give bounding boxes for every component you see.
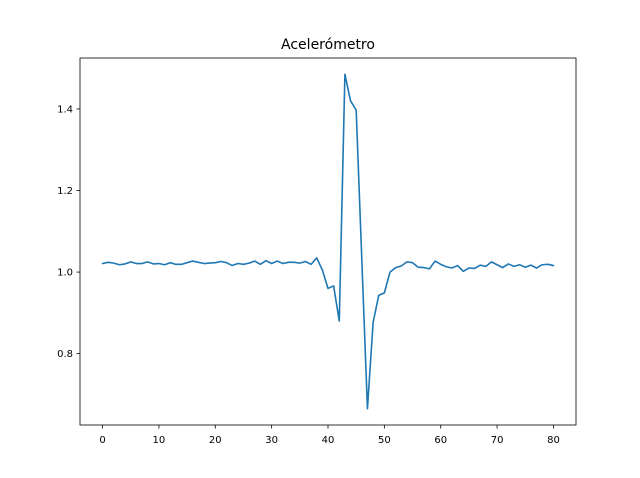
x-tick-label: 50	[378, 435, 391, 446]
x-tick-label: 80	[547, 435, 560, 446]
y-tick-label: 1.2	[57, 186, 73, 197]
chart-title: Acelerómetro	[281, 37, 375, 53]
y-tick-label: 0.8	[57, 349, 73, 360]
x-tick-label: 70	[491, 435, 504, 446]
series-line	[101, 73, 555, 410]
x-tick-label: 20	[209, 435, 222, 446]
y-tick-label: 1.0	[57, 268, 73, 279]
y-tick-label: 1.4	[57, 105, 73, 116]
plot-area: 0 10 20 30 40 50 60 70 80 0.8 1.0 1.2 1.4	[57, 57, 577, 446]
x-tick-label: 60	[434, 435, 447, 446]
x-tick-label: 40	[322, 435, 335, 446]
x-tick-label: 30	[265, 435, 278, 446]
x-tick-label: 0	[99, 435, 105, 446]
x-tick-label: 10	[153, 435, 166, 446]
